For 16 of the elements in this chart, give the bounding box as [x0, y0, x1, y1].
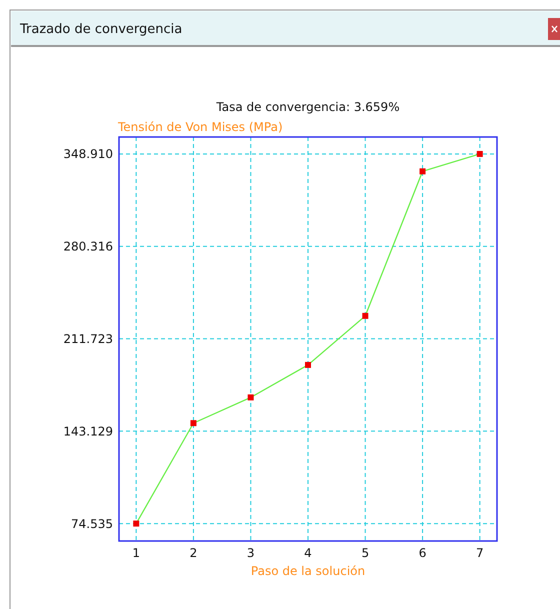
- text: Trazado de convergencia: [19, 22, 182, 37]
- x-tick-label: 6: [418, 546, 426, 560]
- chart-title: Tasa de convergencia: 3.659%: [215, 100, 400, 114]
- x-tick-label: 7: [476, 546, 484, 560]
- x-tick-label: 2: [190, 546, 198, 560]
- x-tick-label: 3: [246, 546, 255, 560]
- x-axis-title: Paso de la solución: [250, 564, 366, 578]
- x-tick-label: 5: [361, 546, 370, 560]
- x-tick-label: 4: [304, 546, 312, 560]
- y-tick-label: 143.129: [63, 424, 113, 438]
- y-tick-label: 280.316: [63, 240, 113, 254]
- y-tick-label: 348.910: [63, 147, 113, 162]
- y-axis-title: Tensión de Von Mises (MPa): [117, 120, 283, 134]
- x-tick-label: 1: [132, 546, 140, 560]
- y-tick-label: 74.535: [71, 516, 113, 531]
- y-tick-label: 211.723: [63, 332, 113, 346]
